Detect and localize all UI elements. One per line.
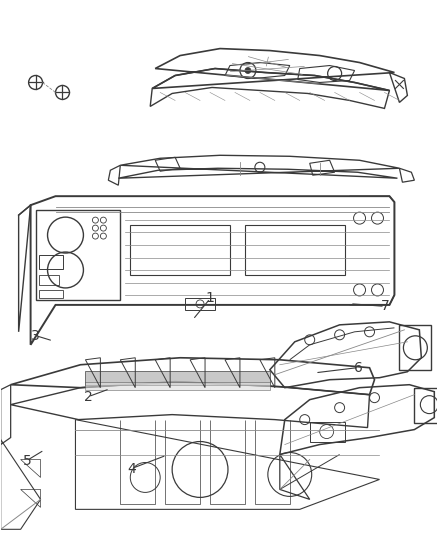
Bar bbox=[245, 225, 345, 275]
Bar bbox=[85, 371, 270, 385]
Bar bbox=[414, 387, 438, 423]
Text: 4: 4 bbox=[127, 462, 136, 475]
Bar bbox=[39, 255, 64, 269]
Bar bbox=[39, 290, 64, 298]
Bar bbox=[130, 225, 230, 275]
Bar bbox=[35, 210, 120, 300]
Text: 1: 1 bbox=[206, 292, 215, 305]
Bar bbox=[85, 382, 270, 390]
Text: 5: 5 bbox=[22, 454, 31, 467]
Text: 7: 7 bbox=[381, 300, 389, 313]
Text: 3: 3 bbox=[31, 329, 40, 343]
Bar bbox=[399, 325, 431, 370]
Text: 2: 2 bbox=[84, 390, 92, 403]
Text: 6: 6 bbox=[354, 360, 363, 375]
Bar bbox=[310, 422, 345, 441]
Bar bbox=[39, 275, 59, 285]
Circle shape bbox=[245, 68, 251, 74]
Bar bbox=[185, 298, 215, 310]
